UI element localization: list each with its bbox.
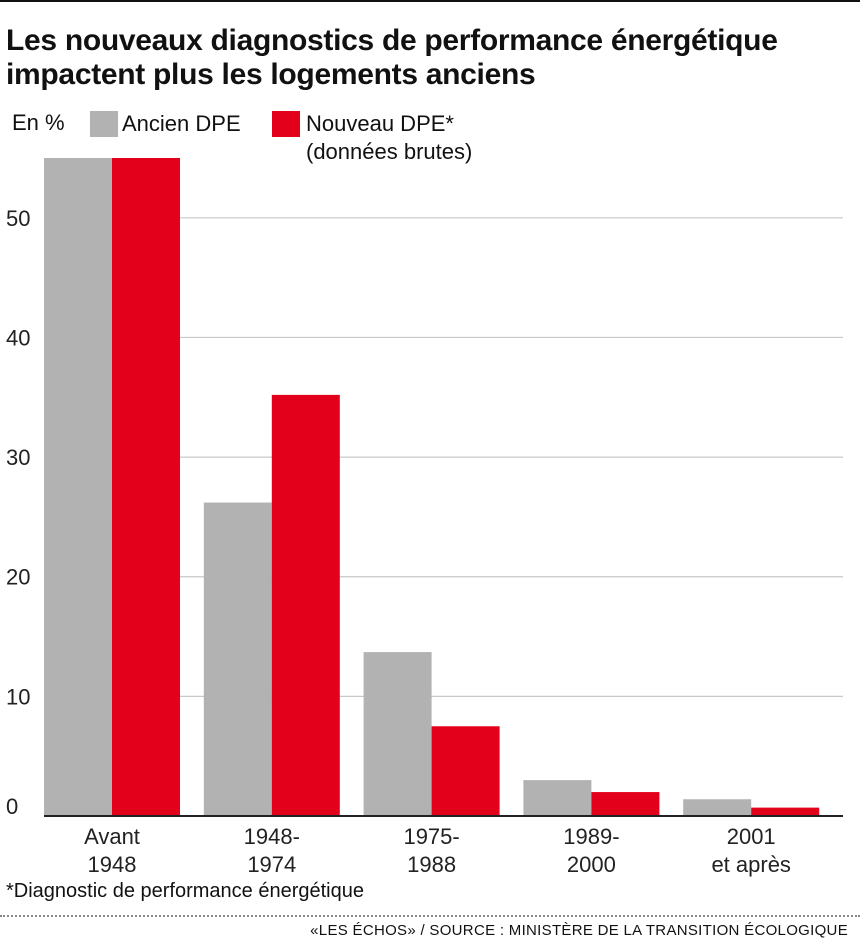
x-tick-label: et après bbox=[711, 852, 791, 877]
y-tick-label: 0 bbox=[6, 794, 18, 819]
x-tick-label: Avant bbox=[84, 824, 140, 849]
legend-swatch-nouveau bbox=[272, 111, 300, 137]
x-tick-label: 2001 bbox=[727, 824, 776, 849]
y-tick-label: 40 bbox=[6, 325, 30, 350]
y-tick-label: 50 bbox=[6, 206, 30, 231]
x-tick-label: 1989- bbox=[563, 824, 619, 849]
top-rule bbox=[0, 0, 860, 2]
legend-unit-label: En % bbox=[12, 110, 65, 135]
dotted-divider bbox=[0, 915, 860, 917]
bar-nouveau bbox=[591, 792, 660, 816]
bar-nouveau bbox=[271, 394, 340, 816]
x-tick-label: 1948- bbox=[244, 824, 300, 849]
bar-nouveau bbox=[431, 726, 500, 816]
bar-ancien bbox=[683, 799, 752, 816]
x-tick-label: 1948 bbox=[88, 852, 137, 877]
legend-label-ancien: Ancien DPE bbox=[122, 111, 241, 136]
x-tick-label: 1975- bbox=[403, 824, 459, 849]
x-tick-label: 1988 bbox=[407, 852, 456, 877]
y-tick-label: 20 bbox=[6, 565, 30, 590]
bar-ancien bbox=[203, 502, 272, 816]
source-credit: «LES ÉCHOS» / SOURCE : MINISTÈRE DE LA T… bbox=[310, 922, 848, 939]
bar-chart: 0 10 20 30 40 50 Avant 1948 1948- 1974 1975- 1988 19… bbox=[6, 158, 843, 877]
bar-ancien bbox=[44, 158, 112, 816]
x-tick-label: 1974 bbox=[247, 852, 296, 877]
legend-label-nouveau-sub: (données brutes) bbox=[306, 139, 473, 164]
bar-ancien bbox=[523, 780, 592, 816]
bar-nouveau bbox=[751, 807, 820, 816]
legend-swatch-ancien bbox=[90, 111, 118, 137]
x-tick-label: 2000 bbox=[567, 852, 616, 877]
bar-ancien bbox=[363, 652, 432, 816]
footnote: *Diagnostic de performance énergétique bbox=[6, 880, 364, 902]
y-tick-label: 10 bbox=[6, 684, 30, 709]
bar-nouveau bbox=[112, 158, 180, 816]
legend-label-nouveau: Nouveau DPE* bbox=[306, 111, 454, 136]
y-tick-label: 30 bbox=[6, 445, 30, 470]
chart-title: Les nouveaux diagnostics de performance … bbox=[6, 24, 778, 91]
